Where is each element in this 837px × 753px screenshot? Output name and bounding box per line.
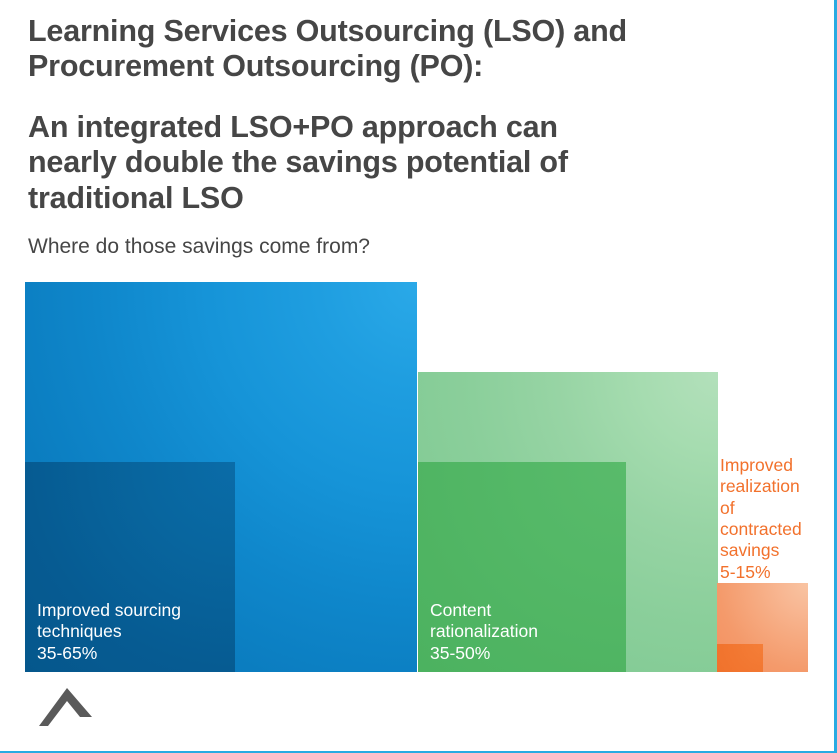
chart-block-label-content-rationalization: Content rationalization 35-50% bbox=[430, 599, 538, 663]
chart-block-content-rationalization-inner[interactable]: Content rationalization 35-50% bbox=[418, 462, 626, 672]
chart-block-improved-realization-inner[interactable] bbox=[717, 644, 763, 672]
chart-question-label: Where do those savings come from? bbox=[28, 235, 370, 258]
everest-peak-logo-icon bbox=[39, 688, 92, 726]
nested-savings-chart: Improved sourcing techniques 35-65% Cont… bbox=[25, 282, 808, 672]
title-line-1: Learning Services Outsourcing (LSO) and bbox=[28, 14, 627, 48]
chart-block-improved-sourcing-inner[interactable]: Improved sourcing techniques 35-65% bbox=[25, 462, 235, 672]
title-line-2: Procurement Outsourcing (PO): bbox=[28, 49, 484, 84]
footer: Everest Group Business Case for Procurem… bbox=[0, 686, 834, 746]
chart-block-label-improved-sourcing: Improved sourcing techniques 35-65% bbox=[37, 599, 181, 663]
subtitle-line-3: traditional LSO bbox=[28, 180, 244, 215]
page-title: Learning Services Outsourcing (LSO) and … bbox=[28, 14, 818, 216]
chart-block-label-improved-realization: Improved realization of contracted savin… bbox=[720, 455, 802, 582]
subtitle-line-2: nearly double the savings potential of bbox=[28, 145, 568, 180]
subtitle-line-1: An integrated LSO+PO approach can bbox=[28, 109, 558, 144]
